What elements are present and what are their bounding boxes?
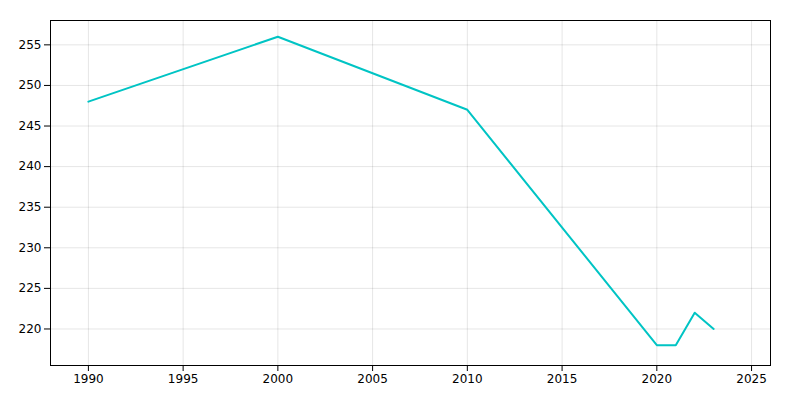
svg-text:1995: 1995 (168, 372, 199, 386)
svg-text:220: 220 (19, 322, 42, 336)
svg-text:230: 230 (19, 241, 42, 255)
svg-text:225: 225 (19, 281, 42, 295)
svg-text:2010: 2010 (452, 372, 483, 386)
svg-text:245: 245 (19, 119, 42, 133)
svg-text:2005: 2005 (357, 372, 388, 386)
svg-text:250: 250 (19, 78, 42, 92)
svg-text:2020: 2020 (642, 372, 673, 386)
svg-text:2000: 2000 (263, 372, 294, 386)
svg-text:1990: 1990 (73, 372, 104, 386)
svg-text:255: 255 (19, 38, 42, 52)
svg-text:240: 240 (19, 159, 42, 173)
svg-text:2025: 2025 (736, 372, 767, 386)
svg-text:235: 235 (19, 200, 42, 214)
svg-text:2015: 2015 (547, 372, 578, 386)
